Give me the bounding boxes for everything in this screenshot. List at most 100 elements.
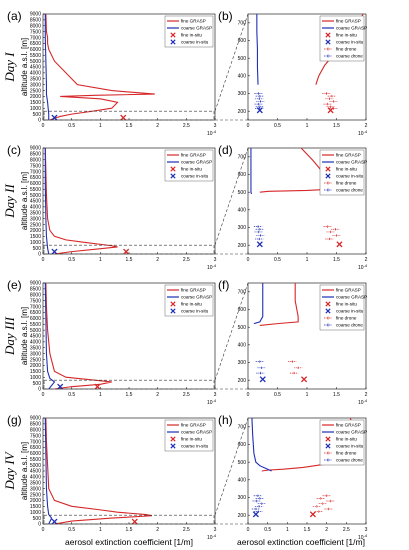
data-point-marker bbox=[131, 518, 138, 524]
x-tick-label: 2 bbox=[156, 392, 159, 398]
legend-entry: fine in-situ bbox=[181, 167, 202, 172]
legend-entry: fine GRASP bbox=[181, 153, 206, 158]
y-tick-label: 6500 bbox=[30, 41, 41, 47]
chart-panel: 200 300 400 500 600 700 0 0.5 1 1.5 2 2.5 310-4 fine … bbox=[218, 413, 368, 541]
x-tick-label: 3 bbox=[214, 257, 217, 263]
y-tick-label: 7000 bbox=[30, 35, 41, 41]
x-tick-label: 0 bbox=[247, 123, 250, 129]
legend-box bbox=[319, 15, 365, 62]
x-tick-label: 1 bbox=[99, 257, 102, 263]
y-tick-label: 3000 bbox=[30, 486, 41, 492]
x-tick-label: 1 bbox=[99, 123, 102, 129]
x-tick-label: 0 bbox=[247, 257, 250, 263]
x-axis-multiplier: 10-4 bbox=[358, 129, 368, 137]
legend-entry: coarse drone bbox=[336, 323, 363, 328]
x-tick-label: 2 bbox=[365, 123, 368, 129]
legend-entry: coarse GRASP bbox=[181, 160, 212, 165]
x-tick-label: 2.5 bbox=[183, 527, 190, 533]
chart-panel: 200 300 400 500 600 700 0 0.5 1 1.5 210-4 fine GRAS… bbox=[218, 143, 368, 271]
legend-entry: fine in-situ bbox=[181, 33, 202, 38]
y-tick-label: 9000 bbox=[30, 281, 41, 287]
x-tick-label: 0.5 bbox=[274, 392, 281, 398]
x-tick-label: 1.5 bbox=[333, 257, 340, 263]
zoom-region bbox=[43, 244, 215, 255]
y-tick-label: 1000 bbox=[30, 510, 41, 516]
y-tick-label: 200 bbox=[238, 513, 247, 519]
legend-entry: coarse in-situ bbox=[181, 40, 209, 45]
y-tick-label: 300 bbox=[238, 225, 247, 231]
plot-marks bbox=[44, 148, 130, 254]
y-tick-label: 3500 bbox=[30, 210, 41, 216]
panel-label: (g) bbox=[7, 413, 22, 427]
legend-marker-sample bbox=[325, 39, 331, 45]
y-tick-label: 7500 bbox=[30, 433, 41, 439]
y-tick-label: 6500 bbox=[30, 310, 41, 316]
zoom-region bbox=[43, 379, 215, 390]
y-tick-label: 6000 bbox=[30, 47, 41, 53]
x-tick-label: 1.5 bbox=[126, 123, 133, 129]
y-tick-label: 400 bbox=[238, 343, 247, 349]
legend-entry: fine GRASP bbox=[336, 288, 361, 293]
panel-label: (h) bbox=[218, 413, 233, 427]
y-tick-label: 500 bbox=[238, 325, 247, 331]
x-tick-label: 1 bbox=[99, 527, 102, 533]
chart-panel: 0500100015002000250030003500400045005000… bbox=[7, 9, 217, 137]
x-tick-label: 2 bbox=[156, 123, 159, 129]
y-tick-label: 2000 bbox=[30, 363, 41, 369]
legend-marker-sample bbox=[170, 436, 176, 442]
x-axis-multiplier: 10-4 bbox=[207, 533, 217, 541]
y-tick-label: 4000 bbox=[30, 340, 41, 346]
x-tick-label: 3 bbox=[214, 527, 217, 533]
y-tick-label: 200 bbox=[238, 243, 247, 249]
legend-entry: fine in-situ bbox=[336, 437, 357, 442]
y-tick-label: 0 bbox=[38, 522, 41, 528]
x-tick-label: 1.5 bbox=[126, 527, 133, 533]
x-axis-label-right: aerosol extinction coefficient [1/m] bbox=[237, 537, 365, 547]
y-tick-label: 6500 bbox=[30, 175, 41, 181]
legend-entry: coarse GRASP bbox=[336, 295, 367, 300]
y-tick-label: 8500 bbox=[30, 152, 41, 158]
x-tick-label: 2 bbox=[156, 527, 159, 533]
y-tick-label: 4500 bbox=[30, 469, 41, 475]
y-tick-label: 500 bbox=[238, 460, 247, 466]
x-tick-label: 0.5 bbox=[68, 392, 75, 398]
y-tick-label: 500 bbox=[33, 516, 42, 522]
legend-entry: fine GRASP bbox=[181, 19, 206, 24]
y-tick-label: 1500 bbox=[30, 369, 41, 375]
x-tick-label: 1.5 bbox=[126, 392, 133, 398]
y-tick-label: 5500 bbox=[30, 322, 41, 328]
legend-marker-sample bbox=[325, 166, 331, 172]
legend-entry: fine in-situ bbox=[181, 302, 202, 307]
x-tick-label: 2.5 bbox=[343, 527, 350, 533]
data-point-marker bbox=[94, 383, 101, 389]
chart-panel: 200 300 400 500 600 700 0 0.5 1 1.5 210-4 fine GRAS… bbox=[218, 9, 368, 137]
y-tick-label: 8000 bbox=[30, 427, 41, 433]
legend-entry: coarse GRASP bbox=[181, 295, 212, 300]
y-tick-label: 600 bbox=[238, 172, 247, 178]
legend-box bbox=[319, 149, 365, 196]
legend-entry: coarse GRASP bbox=[181, 26, 212, 31]
y-tick-label: 300 bbox=[238, 495, 247, 501]
data-point-marker bbox=[336, 241, 343, 248]
y-tick-label: 5000 bbox=[30, 59, 41, 65]
legend: fine GRASP coarse GRASP fine in-situ coarse… bbox=[319, 15, 367, 62]
y-tick-label: 1000 bbox=[30, 375, 41, 381]
series-line bbox=[44, 418, 53, 524]
zoom-region bbox=[43, 514, 215, 525]
series-line bbox=[44, 283, 56, 389]
panel-label: (e) bbox=[7, 278, 22, 292]
data-point-marker bbox=[256, 241, 263, 248]
data-point-marker bbox=[51, 248, 58, 254]
y-tick-label: 500 bbox=[33, 112, 42, 118]
y-tick-label: 7000 bbox=[30, 169, 41, 175]
day-label: Day I bbox=[2, 52, 17, 83]
y-tick-label: 300 bbox=[238, 360, 247, 366]
x-tick-label: 2 bbox=[325, 527, 328, 533]
x-tick-label: 2.5 bbox=[183, 392, 190, 398]
y-tick-label: 9000 bbox=[30, 12, 41, 18]
chart-panel: 200 300 400 500 600 700 0 0.5 1 1.5 210-4 fine GRAS… bbox=[218, 278, 368, 406]
y-tick-label: 1500 bbox=[30, 504, 41, 510]
x-tick-label: 2 bbox=[156, 257, 159, 263]
y-tick-label: 5500 bbox=[30, 457, 41, 463]
zoom-connector-line bbox=[214, 282, 249, 381]
